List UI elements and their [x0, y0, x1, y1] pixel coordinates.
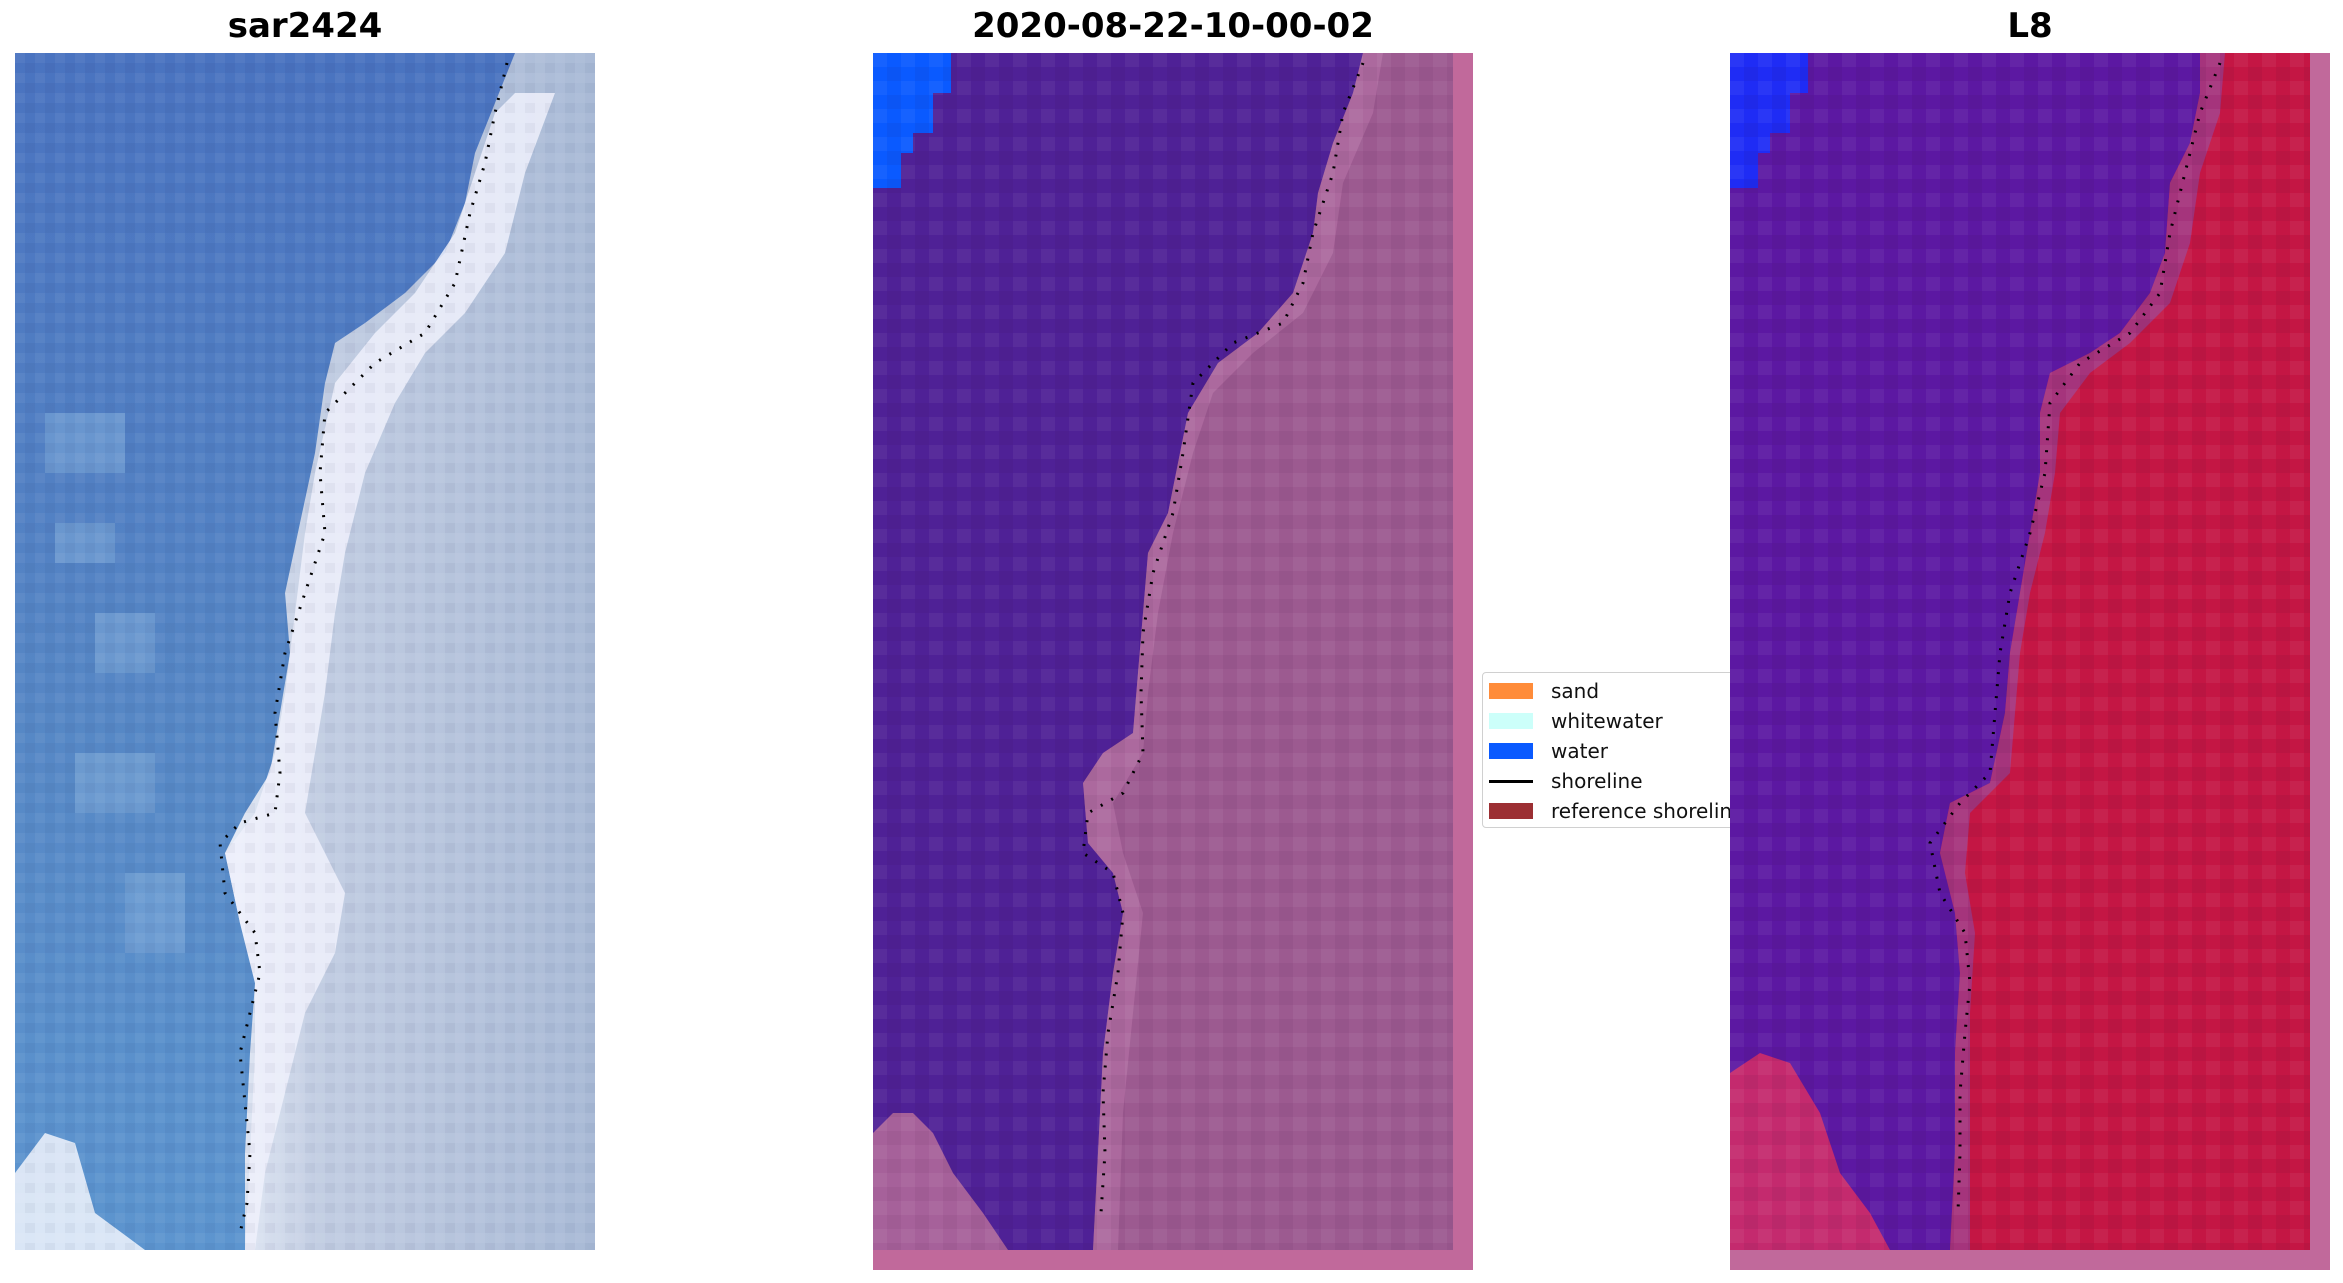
reference-shoreline-swatch [1489, 803, 1533, 819]
panel-title-classified: 2020-08-22-10-00-02 [972, 6, 1374, 46]
legend-label-sand: sand [1551, 679, 1600, 703]
pixel-texture [1730, 53, 2310, 1250]
legend-label-reference-shoreline: reference shoreline [1551, 799, 1736, 823]
shoreline-line-swatch [1489, 779, 1533, 783]
legend-label-water: water [1551, 739, 1608, 763]
panel-title-rgb: sar2424 [227, 6, 383, 46]
panel-title-l8: L8 [2007, 6, 2053, 46]
whitewater-swatch [1489, 713, 1533, 729]
legend-item-sand: sand [1489, 677, 1599, 705]
legend-item-reference-shoreline: reference shoreline [1489, 797, 1736, 825]
sand-swatch [1489, 683, 1533, 699]
legend: sand whitewater water shoreline referenc… [1482, 672, 1736, 828]
legend-item-whitewater: whitewater [1489, 707, 1663, 735]
l8-image-svg [1730, 53, 2330, 1270]
classified-image-svg [873, 53, 1473, 1270]
shoreline-dots [1081, 62, 1365, 1214]
legend-item-water: water [1489, 737, 1608, 765]
water-swatch [1489, 743, 1533, 759]
pixel-texture [873, 53, 1453, 1250]
legend-label-whitewater: whitewater [1551, 709, 1663, 733]
legend-item-shoreline: shoreline [1489, 767, 1643, 795]
l8-image [1730, 53, 2330, 1270]
rgb-image-svg [15, 53, 595, 1250]
legend-label-shoreline: shoreline [1551, 769, 1643, 793]
classified-image [873, 53, 1473, 1270]
pixel-texture [15, 53, 595, 1250]
rgb-image [15, 53, 595, 1250]
